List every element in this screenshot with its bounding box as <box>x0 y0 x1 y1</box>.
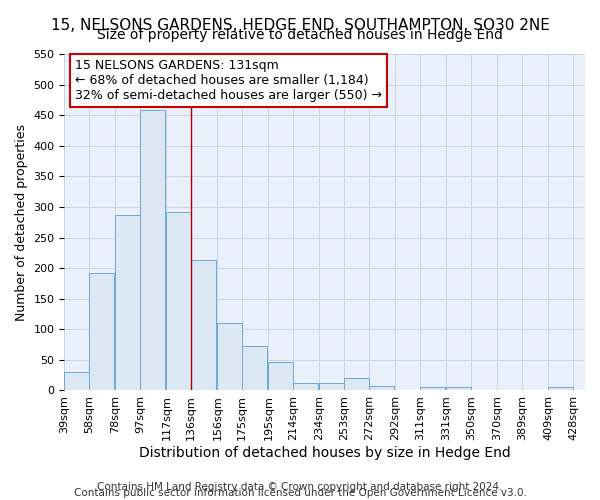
Text: 15, NELSONS GARDENS, HEDGE END, SOUTHAMPTON, SO30 2NE: 15, NELSONS GARDENS, HEDGE END, SOUTHAMP… <box>50 18 550 32</box>
Bar <box>369 386 394 390</box>
X-axis label: Distribution of detached houses by size in Hedge End: Distribution of detached houses by size … <box>139 446 511 460</box>
Text: Contains public sector information licensed under the Open Government Licence v3: Contains public sector information licen… <box>74 488 526 498</box>
Bar <box>217 323 242 390</box>
Bar <box>268 362 293 390</box>
Bar <box>319 382 344 390</box>
Bar <box>344 378 369 390</box>
Text: 15 NELSONS GARDENS: 131sqm
← 68% of detached houses are smaller (1,184)
32% of s: 15 NELSONS GARDENS: 131sqm ← 68% of deta… <box>75 59 382 102</box>
Text: Size of property relative to detached houses in Hedge End: Size of property relative to detached ho… <box>97 28 503 42</box>
Bar <box>420 388 445 390</box>
Bar <box>89 273 114 390</box>
Y-axis label: Number of detached properties: Number of detached properties <box>15 124 28 320</box>
Bar <box>446 388 471 390</box>
Bar <box>242 346 267 391</box>
Bar <box>293 382 318 390</box>
Bar <box>548 388 573 390</box>
Bar <box>166 212 191 390</box>
Bar <box>140 110 165 390</box>
Bar <box>115 215 140 390</box>
Bar <box>64 372 89 390</box>
Text: Contains HM Land Registry data © Crown copyright and database right 2024.: Contains HM Land Registry data © Crown c… <box>97 482 503 492</box>
Bar <box>191 260 216 390</box>
